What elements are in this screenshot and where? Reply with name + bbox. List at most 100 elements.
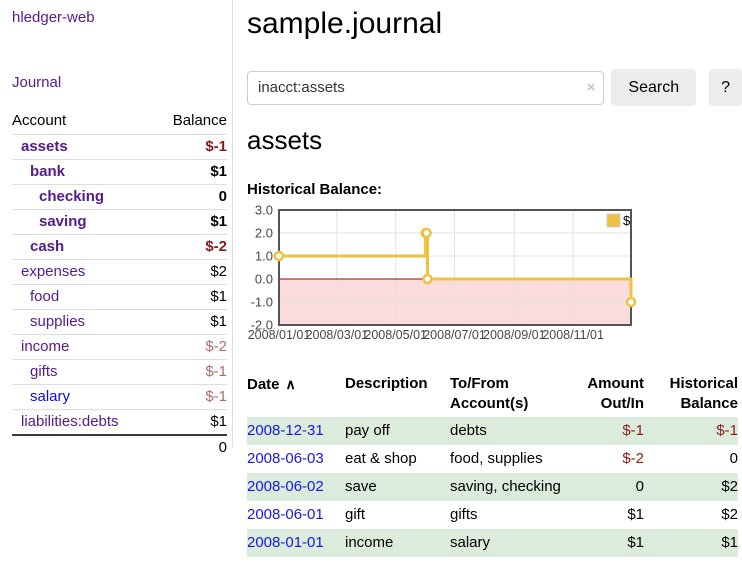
svg-text:2008/11/01: 2008/11/01 xyxy=(542,328,604,342)
sidebar-account-link[interactable]: supplies xyxy=(30,313,86,330)
transaction-description: pay off xyxy=(345,422,390,439)
account-balance: $1 xyxy=(154,309,227,335)
register-row: 2008-01-01 income salary $1 $1 xyxy=(247,529,738,557)
chart-title: Historical Balance: xyxy=(247,181,383,198)
sidebar-account-link[interactable]: salary xyxy=(30,388,71,405)
account-balance: $1 xyxy=(154,409,227,435)
account-total-balance: 0 xyxy=(154,434,227,460)
account-balance: $-1 xyxy=(154,359,227,385)
account-row: bank $1 xyxy=(12,159,227,185)
account-row: gifts $-1 xyxy=(12,359,227,385)
account-row: saving $1 xyxy=(12,209,227,235)
account-balance: $-2 xyxy=(154,234,227,260)
nav-journal-link[interactable]: Journal xyxy=(12,74,62,91)
transaction-description: save xyxy=(345,478,377,495)
register-row: 2008-06-02 save saving, checking 0 $2 xyxy=(247,473,738,501)
transaction-date-link[interactable]: 2008-06-01 xyxy=(247,506,324,523)
sidebar-account-link[interactable]: expenses xyxy=(21,263,86,280)
register-column-header: Description xyxy=(345,375,428,392)
transaction-amount: 0 xyxy=(635,478,644,495)
transaction-date-link[interactable]: 2008-06-02 xyxy=(247,478,324,495)
sidebar: hledger-web Journal Account Balance asse… xyxy=(0,0,233,460)
search-bar: × Search ? xyxy=(247,69,742,106)
account-balance: $2 xyxy=(154,259,227,285)
search-input-wrap: × xyxy=(247,70,605,105)
brand-link[interactable]: hledger-web xyxy=(12,9,95,26)
account-row: food $1 xyxy=(12,284,227,310)
transaction-accounts: food, supplies xyxy=(450,450,543,467)
transaction-date-link[interactable]: 2008-06-03 xyxy=(247,450,324,467)
account-balance: $-1 xyxy=(154,384,227,410)
account-title: assets xyxy=(247,125,323,155)
transaction-balance: $2 xyxy=(721,478,738,495)
main-content: sample.journal × Search ? assets Histori… xyxy=(247,0,742,557)
svg-text:3.0: 3.0 xyxy=(255,203,273,218)
account-row: salary $-1 xyxy=(12,384,227,410)
sidebar-account-link[interactable]: income xyxy=(21,338,70,355)
chart-svg: 3.0 2.0 1.0 0.0 -1.0 -2.02008/01/012008/03/01… xyxy=(248,203,637,342)
search-input[interactable] xyxy=(247,70,605,105)
transaction-amount: $1 xyxy=(627,534,644,551)
sidebar-account-link[interactable]: liabilities:debts xyxy=(21,413,119,430)
register-column-header[interactable]: Date ∧ xyxy=(247,376,296,393)
transaction-balance: $-1 xyxy=(716,422,738,439)
register-table: Date ∧ Description To/From Account(s) Amount O… xyxy=(247,372,738,557)
svg-text:-1.0: -1.0 xyxy=(251,295,273,310)
page-title: sample.journal xyxy=(247,7,443,40)
register-row: 2008-06-01 gift gifts $1 $2 xyxy=(247,501,738,529)
svg-text:2008/05/01: 2008/05/01 xyxy=(364,328,427,342)
transaction-accounts: saving, checking xyxy=(450,478,561,495)
transaction-amount: $1 xyxy=(627,506,644,523)
account-row: assets $-1 xyxy=(12,134,227,160)
svg-text:2008/01/01: 2008/01/01 xyxy=(248,328,311,342)
svg-text:2008/07/01: 2008/07/01 xyxy=(423,328,486,342)
sidebar-account-link[interactable]: gifts xyxy=(30,363,58,380)
account-balance: $1 xyxy=(154,284,227,310)
svg-text:0.0: 0.0 xyxy=(255,272,273,287)
register-row: 2008-12-31 pay off debts $-1 $-1 xyxy=(247,417,738,445)
transaction-amount: $-1 xyxy=(622,422,644,439)
clear-search-icon[interactable]: × xyxy=(586,78,596,96)
sort-ascending-icon: ∧ xyxy=(285,376,296,392)
svg-text:-2.0: -2.0 xyxy=(251,318,273,333)
account-balance: $1 xyxy=(154,159,227,185)
svg-text:2008/03/01: 2008/03/01 xyxy=(306,328,369,342)
transaction-balance: 0 xyxy=(729,450,738,467)
transaction-accounts: debts xyxy=(450,422,487,439)
sidebar-account-link[interactable]: assets xyxy=(21,138,68,155)
svg-text:1.0: 1.0 xyxy=(255,249,273,264)
search-button[interactable]: Search xyxy=(611,69,697,106)
sidebar-account-link[interactable]: saving xyxy=(39,213,87,230)
account-column-header: Account xyxy=(12,112,67,129)
transaction-date-link[interactable]: 2008-01-01 xyxy=(247,534,324,551)
balance-column-header: Balance xyxy=(172,112,227,129)
historical-balance-chart: 3.0 2.0 1.0 0.0 -1.0 -2.0 2008/01/01 2008/03/01… xyxy=(247,203,667,349)
svg-text:2.0: 2.0 xyxy=(255,226,273,241)
register-column-header: Amount Out/In xyxy=(587,375,644,412)
transaction-balance: $1 xyxy=(721,534,738,551)
account-balance: 0 xyxy=(154,184,227,210)
register-column-header: To/From Account(s) xyxy=(450,375,529,412)
account-row: supplies $1 xyxy=(12,309,227,335)
transaction-date-link[interactable]: 2008-12-31 xyxy=(247,422,324,439)
sidebar-account-link[interactable]: bank xyxy=(30,163,66,180)
help-button[interactable]: ? xyxy=(709,69,742,106)
account-balance: $-2 xyxy=(154,334,227,360)
sidebar-account-link[interactable]: food xyxy=(30,288,60,305)
register-row: 2008-06-03 eat & shop food, supplies $-2 0 xyxy=(247,445,738,473)
account-row: liabilities:debts $1 xyxy=(12,409,227,435)
sidebar-account-link[interactable]: cash xyxy=(30,238,65,255)
account-total-row: 0 xyxy=(12,434,227,460)
sidebar-account-link[interactable]: checking xyxy=(39,188,105,205)
svg-text:2008/09/01: 2008/09/01 xyxy=(483,328,546,342)
account-balance: $1 xyxy=(154,209,227,235)
register-column-header: Historical Balance xyxy=(669,375,738,412)
account-balance: $-1 xyxy=(154,134,227,160)
account-row: income $-2 xyxy=(12,334,227,360)
account-row: cash $-2 xyxy=(12,234,227,260)
account-tree-table: Account Balance assets $-1 bank $1 checking 0… xyxy=(12,109,227,460)
account-row: expenses $2 xyxy=(12,259,227,285)
transaction-accounts: gifts xyxy=(450,506,478,523)
transaction-description: gift xyxy=(345,506,366,523)
transaction-amount: $-2 xyxy=(622,450,644,467)
